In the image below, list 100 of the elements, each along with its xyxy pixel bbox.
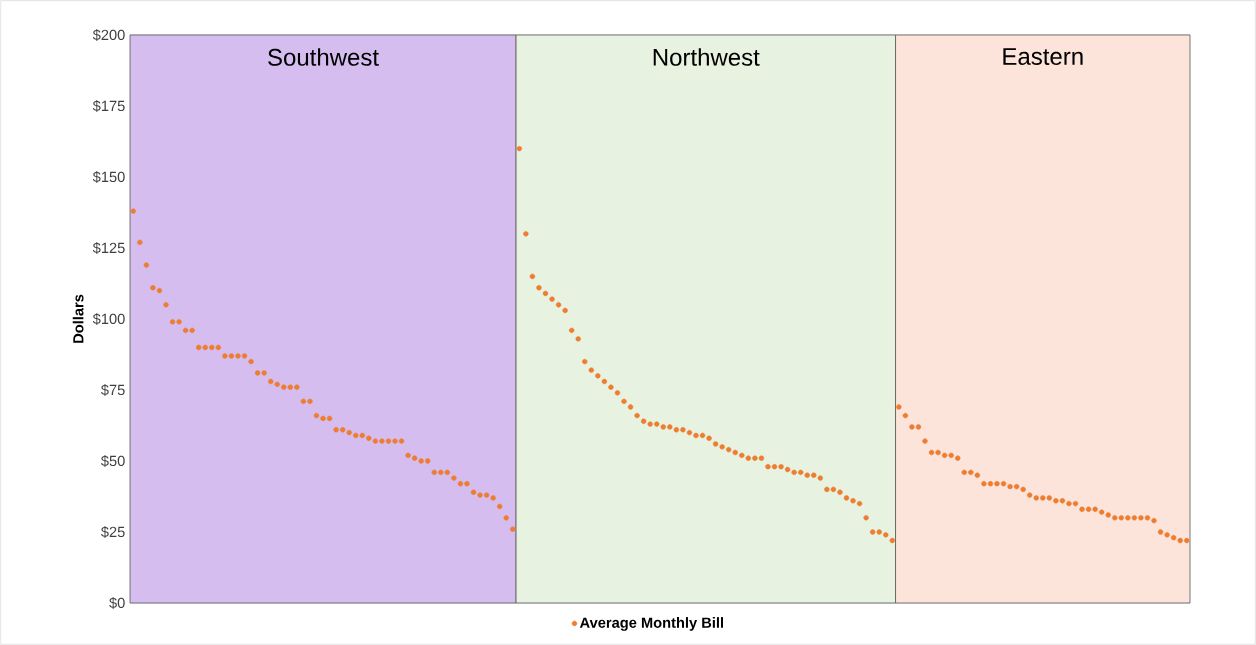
point [922,438,928,444]
point [235,353,241,359]
point [765,464,771,470]
point [562,307,568,314]
point [686,429,693,436]
point [699,432,706,439]
point [680,427,686,433]
point [1027,492,1033,498]
y-tick-label: $200 [92,29,125,41]
point [752,455,758,461]
point [915,424,922,430]
point [981,481,987,487]
point [555,302,562,308]
point [320,415,326,422]
point [274,381,280,387]
point [804,472,810,478]
point [503,515,509,521]
point [457,481,464,487]
point [1125,515,1131,521]
point [1112,515,1118,521]
y-tick-label: $25 [101,526,125,538]
point [758,455,765,461]
point [470,489,477,495]
point [510,526,516,532]
point [1118,515,1124,521]
point [1170,535,1177,541]
point [366,435,372,441]
point [726,446,732,453]
point [196,344,202,351]
point [771,464,778,470]
point [405,452,411,458]
point [497,503,503,510]
point [241,353,248,359]
legend-label: Average Monthly Bill [579,617,724,631]
point [575,336,581,342]
point [398,438,405,444]
point [850,498,856,504]
point [1151,517,1157,524]
point [1020,486,1026,493]
point [817,475,823,481]
point [529,273,536,280]
point [392,438,398,444]
point [856,500,863,507]
point [1131,515,1138,521]
point [477,492,483,498]
point [156,287,163,294]
point [464,481,470,487]
y-tick-label: $0 [109,597,125,609]
point [608,384,614,390]
point [359,432,365,439]
point [588,367,594,373]
point [621,398,627,405]
point [798,469,804,476]
point [935,449,941,456]
point [784,466,791,473]
annotation: Eastern [1003,48,1083,65]
y-axis-title: Dollars [72,294,84,343]
point [569,327,575,334]
point [326,415,333,422]
point [483,492,490,498]
annotation: Northwest [653,48,760,66]
point [1059,498,1066,504]
point [268,378,274,385]
y-tick-label: $175 [92,100,125,112]
point [385,438,392,444]
point [307,398,313,405]
point [202,344,208,351]
point [1046,495,1052,501]
point [739,452,745,458]
point [1033,495,1039,501]
point [994,481,1000,487]
point [1007,483,1013,490]
point [824,486,830,493]
point [1013,483,1020,490]
point [1000,481,1007,487]
point [169,319,176,325]
point [451,475,457,481]
point [863,515,869,521]
point [248,358,254,365]
point [254,370,261,376]
point [961,469,967,476]
point [313,412,320,419]
annotation: Southwest [268,48,379,66]
point [215,344,222,351]
point [627,404,634,410]
point [968,469,974,476]
point [955,455,961,461]
point [1184,537,1190,544]
y-tick-label: $125 [92,242,125,254]
point [490,495,496,501]
point [294,384,300,390]
point [660,424,666,430]
point [601,378,608,385]
point [693,432,699,439]
point [516,145,522,152]
point [1066,500,1072,507]
y-tick-label: $100 [92,313,125,325]
point [941,452,948,458]
point [869,529,876,535]
point [673,427,680,433]
